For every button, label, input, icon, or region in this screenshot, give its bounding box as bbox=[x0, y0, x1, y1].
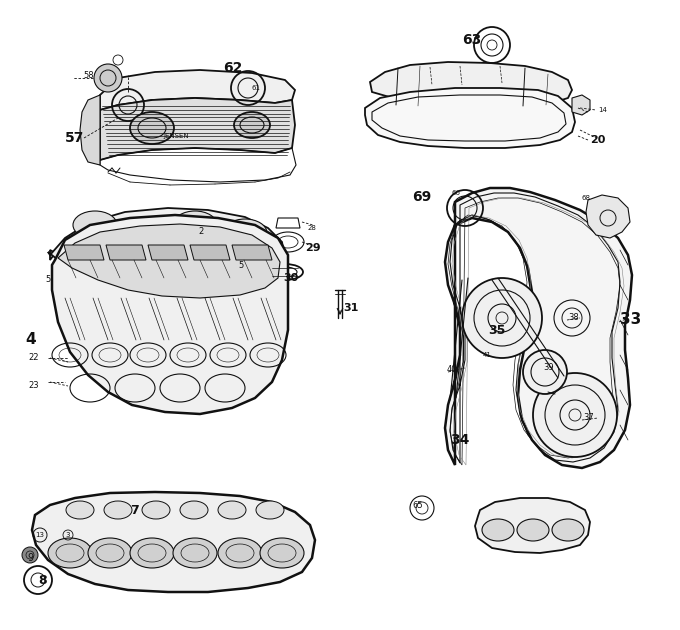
Text: 5: 5 bbox=[238, 260, 243, 270]
Ellipse shape bbox=[517, 519, 549, 541]
Polygon shape bbox=[58, 224, 280, 298]
Text: 29: 29 bbox=[305, 243, 321, 253]
Ellipse shape bbox=[48, 538, 92, 568]
Text: 39: 39 bbox=[543, 364, 554, 372]
Ellipse shape bbox=[223, 219, 267, 247]
Polygon shape bbox=[50, 210, 282, 290]
Text: 66: 66 bbox=[452, 190, 461, 196]
Text: 13: 13 bbox=[35, 532, 44, 538]
Text: 38: 38 bbox=[568, 314, 579, 323]
Text: 2: 2 bbox=[198, 227, 203, 236]
Text: 69: 69 bbox=[412, 190, 431, 204]
Text: 4: 4 bbox=[25, 333, 35, 348]
Text: 8: 8 bbox=[38, 573, 47, 587]
Ellipse shape bbox=[180, 501, 208, 519]
Polygon shape bbox=[80, 95, 100, 165]
Text: 63: 63 bbox=[462, 33, 481, 47]
Ellipse shape bbox=[218, 501, 246, 519]
Ellipse shape bbox=[73, 211, 117, 239]
Text: 61: 61 bbox=[252, 85, 261, 91]
Text: 58: 58 bbox=[83, 71, 94, 79]
Polygon shape bbox=[48, 208, 285, 294]
Ellipse shape bbox=[88, 538, 132, 568]
Polygon shape bbox=[148, 245, 188, 260]
Text: 14: 14 bbox=[598, 107, 607, 113]
Text: 9: 9 bbox=[27, 553, 33, 563]
Ellipse shape bbox=[552, 519, 584, 541]
Text: 20: 20 bbox=[590, 135, 605, 145]
Text: 5: 5 bbox=[45, 275, 50, 285]
Ellipse shape bbox=[173, 211, 217, 239]
Polygon shape bbox=[232, 245, 272, 260]
Text: 62: 62 bbox=[223, 61, 242, 75]
Text: 35: 35 bbox=[488, 323, 505, 336]
Polygon shape bbox=[52, 215, 288, 414]
Text: 22: 22 bbox=[28, 353, 39, 362]
Ellipse shape bbox=[123, 219, 167, 247]
Ellipse shape bbox=[482, 519, 514, 541]
Polygon shape bbox=[370, 62, 572, 108]
Circle shape bbox=[462, 278, 542, 358]
Ellipse shape bbox=[234, 112, 270, 138]
Ellipse shape bbox=[173, 538, 217, 568]
Text: 37: 37 bbox=[583, 413, 594, 423]
Polygon shape bbox=[190, 245, 230, 260]
Text: 65: 65 bbox=[412, 500, 423, 510]
Circle shape bbox=[523, 350, 567, 394]
Text: 23: 23 bbox=[28, 381, 39, 389]
Ellipse shape bbox=[66, 501, 94, 519]
Polygon shape bbox=[106, 245, 146, 260]
Polygon shape bbox=[365, 88, 575, 148]
Ellipse shape bbox=[142, 501, 170, 519]
Text: 41: 41 bbox=[483, 352, 492, 358]
Ellipse shape bbox=[256, 501, 284, 519]
Text: 33: 33 bbox=[620, 312, 641, 328]
Polygon shape bbox=[64, 245, 104, 260]
Ellipse shape bbox=[218, 538, 262, 568]
Text: 68: 68 bbox=[582, 195, 591, 201]
Ellipse shape bbox=[260, 538, 304, 568]
Text: 28: 28 bbox=[308, 225, 317, 231]
Text: JENSEN: JENSEN bbox=[163, 133, 188, 139]
Polygon shape bbox=[100, 70, 295, 110]
Text: 34: 34 bbox=[450, 433, 469, 447]
Text: 57: 57 bbox=[65, 131, 84, 145]
Text: 30: 30 bbox=[283, 273, 299, 283]
Polygon shape bbox=[445, 188, 632, 468]
Polygon shape bbox=[100, 98, 295, 160]
Ellipse shape bbox=[130, 538, 174, 568]
Ellipse shape bbox=[104, 501, 132, 519]
Circle shape bbox=[94, 64, 122, 92]
Text: 40: 40 bbox=[447, 365, 458, 374]
Polygon shape bbox=[572, 95, 590, 115]
Polygon shape bbox=[475, 498, 590, 553]
Polygon shape bbox=[586, 195, 630, 238]
Text: 31: 31 bbox=[343, 303, 358, 313]
Circle shape bbox=[22, 547, 38, 563]
Text: 3: 3 bbox=[65, 532, 69, 538]
Ellipse shape bbox=[130, 112, 174, 144]
Circle shape bbox=[533, 373, 617, 457]
Polygon shape bbox=[32, 492, 315, 592]
Text: 7: 7 bbox=[130, 503, 139, 517]
